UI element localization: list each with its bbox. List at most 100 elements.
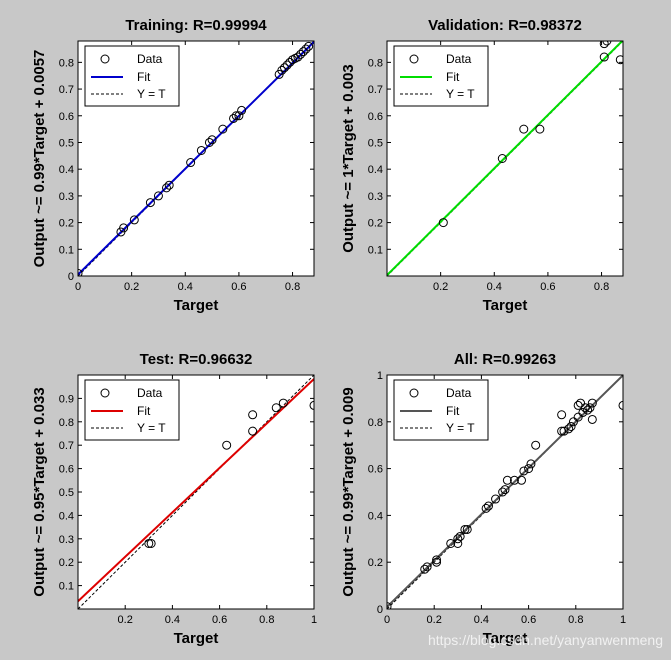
y-tick-label: 0.7	[59, 440, 74, 452]
x-tick-label: 0.2	[118, 614, 133, 626]
data-point	[557, 410, 567, 420]
y-tick-label: 0.6	[59, 111, 74, 123]
data-point	[491, 494, 501, 504]
y-tick-label: 0.8	[59, 57, 74, 69]
data-point	[432, 555, 442, 565]
data-point	[78, 268, 83, 276]
legend-fit-label: Fit	[137, 70, 151, 84]
chart-panel-test: 0.2 0.4 0.6 0.8 1 0.1 0.2 0.3 0.4 0.5 0.6 0.7 0.8 0.9…	[31, 351, 317, 647]
data-point	[455, 531, 465, 541]
data-point	[248, 426, 258, 436]
chart-panel-all: 0 0.2 0.4 0.6 0.8 1 0 0.2 0.4 0.6 0.8 1 All: R=0.992…	[340, 351, 626, 647]
chart-title: Training: R=0.99994	[125, 17, 267, 34]
x-axis-label: Target	[174, 630, 219, 647]
y-tick-label: 0.4	[59, 510, 74, 522]
axes-frame	[386, 374, 624, 610]
legend: Data Fit Y = T	[393, 45, 489, 107]
plot-content	[387, 41, 623, 276]
legend-data-label: Data	[137, 386, 163, 400]
y-tick-label: 0.3	[59, 534, 74, 546]
chart-panel-validation: 0.2 0.4 0.6 0.8 0.1 0.2 0.3 0.4 0.5 0.6 0.7 0.8 Vali…	[340, 17, 624, 314]
data-point	[298, 47, 308, 57]
legend-identity-label: Y = T	[446, 421, 475, 435]
data-point	[277, 65, 287, 75]
y-tick-label: 0.5	[59, 487, 74, 499]
legend-fit-label: Fit	[446, 404, 460, 418]
x-tick-label: 0	[75, 281, 81, 293]
data-point	[502, 475, 512, 485]
x-tick-label: 0.4	[474, 614, 489, 626]
y-tick-label: 0.8	[368, 57, 383, 69]
x-tick-label: 0.8	[568, 614, 583, 626]
data-point	[497, 154, 507, 163]
legend-data-marker	[100, 54, 110, 64]
data-point	[196, 145, 206, 155]
y-tick-label: 0.2	[368, 218, 383, 230]
data-point	[164, 180, 174, 190]
y-tick-label: 0.2	[59, 218, 74, 230]
x-tick-label: 0.2	[433, 281, 448, 293]
y-axis-label: Output ~= 0.99*Target + 0.0057	[31, 50, 48, 268]
y-tick-label: 0.7	[59, 84, 74, 96]
x-tick-label: 0.2	[427, 614, 442, 626]
data-point	[218, 124, 228, 134]
watermark-text: https://blog.csdn.net/yanyanwenmeng	[428, 632, 663, 648]
x-tick-label: 0.4	[165, 614, 180, 626]
data-point	[432, 557, 442, 567]
data-point	[618, 400, 623, 410]
data-point	[280, 63, 289, 73]
identity-line	[78, 375, 314, 609]
data-point	[146, 538, 156, 548]
data-point	[207, 135, 217, 145]
legend-identity-label: Y = T	[446, 87, 475, 101]
x-axis-label: Target	[483, 630, 528, 647]
legend-data-label: Data	[446, 386, 472, 400]
x-axis-label: Target	[174, 297, 219, 314]
data-point	[271, 403, 281, 413]
x-tick-label: 0.4	[487, 281, 502, 293]
data-point	[453, 534, 463, 544]
data-point	[602, 41, 612, 46]
data-point	[282, 60, 292, 70]
data-point	[229, 113, 239, 123]
fit-line	[78, 41, 314, 276]
x-tick-label: 0.6	[521, 614, 536, 626]
x-tick-label: 0.6	[540, 281, 555, 293]
y-tick-label: 0	[377, 604, 383, 616]
legend-identity-label: Y = T	[137, 87, 166, 101]
fit-line	[387, 41, 623, 276]
x-tick-label: 0.8	[285, 281, 300, 293]
data-point	[119, 223, 129, 233]
chart-panel-training: 0 0.2 0.4 0.6 0.8 0 0.1 0.2 0.3 0.4 0.5 0.6 0.7 0.8 Tr…	[31, 17, 315, 314]
legend-data-label: Data	[137, 52, 163, 66]
data-point	[599, 41, 609, 49]
plot-content	[78, 375, 314, 609]
data-point	[587, 414, 597, 424]
data-point	[519, 466, 529, 476]
y-tick-label: 0.2	[59, 557, 74, 569]
y-tick-label: 0.8	[368, 417, 383, 429]
legend-data-marker	[100, 388, 110, 398]
y-axis-label: Output ~= 0.95*Target + 0.033	[31, 387, 48, 596]
data-point	[129, 215, 139, 225]
data-point	[222, 440, 232, 450]
data-point	[438, 218, 448, 228]
data-point	[162, 183, 171, 193]
y-tick-label: 0.6	[368, 464, 383, 476]
x-tick-label: 1	[311, 614, 317, 626]
y-tick-label: 0	[68, 271, 74, 283]
y-tick-label: 0.1	[59, 244, 74, 256]
data-point	[204, 137, 214, 147]
x-tick-label: 0.2	[124, 281, 139, 293]
data-point	[387, 602, 392, 609]
data-point	[144, 538, 154, 548]
y-axis-label: Output ~= 0.99*Target + 0.009	[340, 387, 357, 596]
data-point	[615, 55, 623, 65]
data-point	[481, 503, 491, 513]
data-point	[583, 405, 593, 415]
data-point	[578, 407, 588, 417]
data-point	[237, 105, 247, 115]
fit-line	[387, 375, 623, 608]
y-tick-label: 0.4	[368, 164, 383, 176]
